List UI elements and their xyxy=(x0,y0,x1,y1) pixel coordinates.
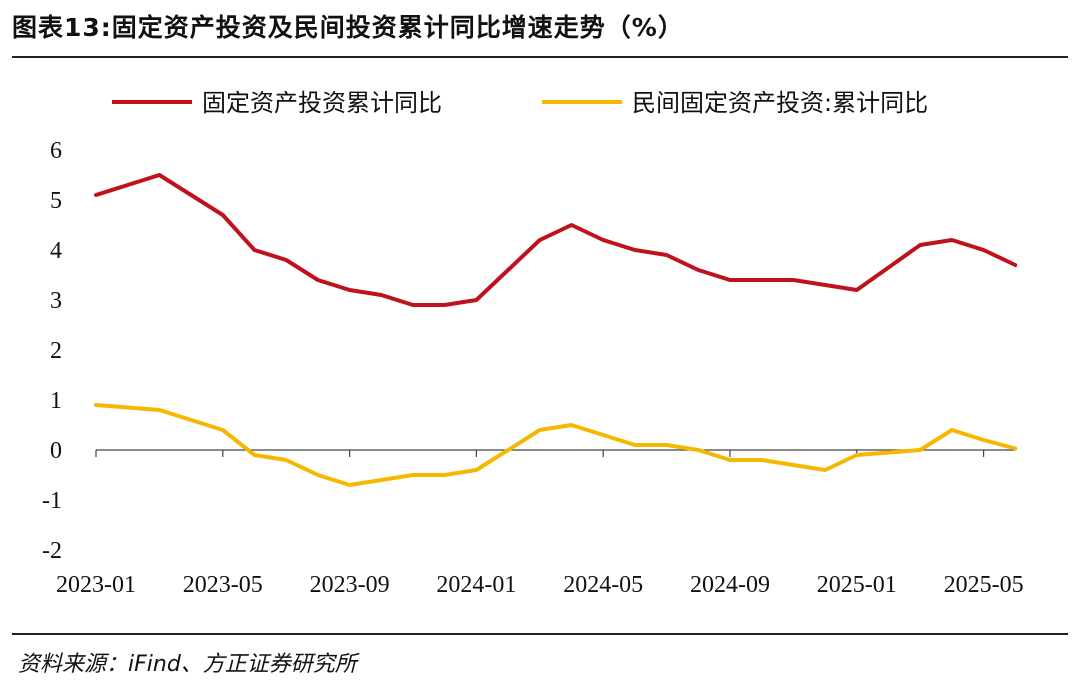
x-tick-label: 2024-05 xyxy=(563,572,643,598)
legend-label-private-investment: 民间固定资产投资:累计同比 xyxy=(632,89,928,117)
x-tick-label: 2025-01 xyxy=(817,572,897,598)
series-line-fixed-asset xyxy=(94,173,1018,307)
x-tick-label: 2023-05 xyxy=(183,572,263,598)
y-tick-label: 3 xyxy=(50,288,62,314)
y-tick-label: 0 xyxy=(50,438,62,464)
y-tick-label: -1 xyxy=(42,488,62,514)
y-tick-label: 1 xyxy=(50,388,62,414)
legend-label-fixed-asset: 固定资产投资累计同比 xyxy=(202,89,442,117)
x-tick-label: 2024-09 xyxy=(690,572,770,598)
x-tick-label: 2025-05 xyxy=(944,572,1024,598)
x-tick-label: 2024-01 xyxy=(436,572,516,598)
x-tick-label: 2023-01 xyxy=(56,572,136,598)
top-rule xyxy=(12,56,1068,58)
x-axis: 2023-01 2023-05 2023-09 2024-01 2024-05 2024-… xyxy=(56,449,1024,598)
bottom-rule xyxy=(12,633,1068,635)
series-lines xyxy=(94,173,1018,487)
x-tick-label: 2023-09 xyxy=(310,572,390,598)
series-line-private-investment xyxy=(94,403,1018,487)
y-axis-ticks: -2 -1 0 1 2 3 4 5 6 xyxy=(42,138,62,564)
chart-title: 图表13:固定资产投资及民间投资累计同比增速走势（%） xyxy=(12,13,684,42)
legend: 固定资产投资累计同比 民间固定资产投资:累计同比 xyxy=(112,89,928,117)
y-tick-label: 5 xyxy=(50,188,62,214)
y-tick-label: 2 xyxy=(50,338,62,364)
y-tick-label: 4 xyxy=(50,238,62,264)
y-tick-label: 6 xyxy=(50,138,62,164)
source-note: 资料来源：iFind、方正证券研究所 xyxy=(18,652,357,677)
y-tick-label: -2 xyxy=(42,538,62,564)
